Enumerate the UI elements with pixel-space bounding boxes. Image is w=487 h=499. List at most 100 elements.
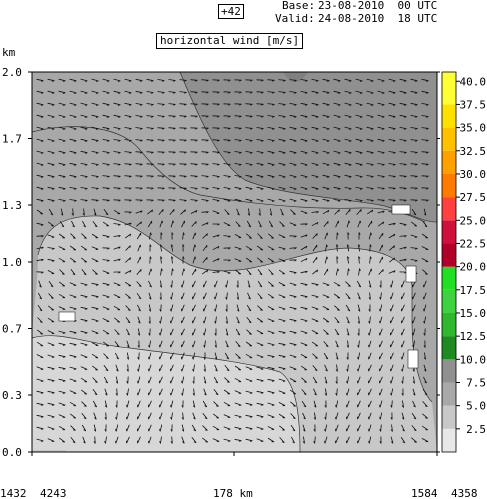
wind-arrow (302, 436, 305, 444)
wind-arrow (399, 246, 407, 250)
wind-arrow (245, 186, 253, 190)
wind-arrow (423, 280, 427, 288)
wind-arrow (192, 328, 196, 336)
wind-arrow (346, 352, 349, 360)
wind-arrow (146, 163, 154, 166)
wind-arrow (47, 186, 55, 190)
wind-arrow (137, 436, 141, 444)
wind-arrow (36, 235, 44, 238)
wind-arrow (346, 328, 350, 336)
wind-arrow (246, 233, 252, 239)
wind-arrow (47, 78, 55, 82)
wind-arrow (192, 376, 195, 384)
region-top-peak (283, 72, 308, 82)
wind-arrow (278, 390, 286, 394)
wind-arrow (300, 234, 308, 238)
wind-arrow (137, 328, 141, 336)
wind-arrow (223, 438, 231, 442)
wind-arrow (300, 294, 308, 298)
wind-arrow (268, 220, 274, 228)
wind-arrow (245, 366, 253, 370)
wind-arrow (278, 306, 286, 310)
wind-arrow (91, 78, 99, 82)
wind-arrow (335, 436, 339, 444)
wind-arrow (245, 245, 253, 251)
wind-arrow (203, 292, 207, 300)
wind-arrow (171, 232, 174, 240)
wind-arrow (146, 139, 154, 142)
wind-arrow (410, 221, 418, 227)
wind-arrow (124, 115, 132, 118)
wind-arrow (379, 280, 382, 288)
wind-arrow (223, 198, 231, 202)
wind-arrow (333, 126, 341, 130)
wind-arrow (125, 305, 131, 311)
wind-arrow (366, 90, 374, 94)
wind-arrow (256, 438, 264, 442)
wind-arrow (124, 139, 132, 142)
wind-arrow (69, 102, 77, 106)
wind-arrow (245, 414, 253, 418)
colorbar-segment (442, 405, 456, 429)
wind-arrow (91, 114, 99, 118)
wind-arrow (91, 365, 99, 371)
wind-arrow (421, 103, 429, 106)
wind-arrow (36, 258, 44, 262)
wind-arrow (269, 208, 273, 216)
wind-arrow (290, 209, 296, 215)
wind-arrow (234, 246, 242, 250)
wind-arrow (356, 209, 362, 215)
wind-arrow (357, 388, 361, 396)
wind-arrow (357, 328, 360, 336)
wind-arrow (124, 281, 132, 287)
wind-arrow (47, 174, 55, 178)
wind-arrow (267, 354, 275, 358)
wind-arrow (224, 377, 230, 383)
wind-arrow (102, 126, 110, 130)
wind-arrow (148, 316, 151, 324)
wind-arrow (36, 126, 44, 130)
wind-arrow (422, 413, 428, 419)
wind-arrow (256, 127, 264, 130)
wind-arrow (135, 199, 143, 202)
wind-arrow (159, 328, 163, 336)
wind-arrow (203, 304, 207, 312)
wind-arrow (190, 151, 198, 154)
wind-arrow (135, 78, 143, 82)
wind-arrow (91, 318, 99, 322)
colorbar-segment (442, 289, 456, 313)
wind-arrow (324, 400, 327, 408)
wind-arrow (300, 257, 308, 263)
wind-arrow (146, 199, 154, 202)
wind-arrow (126, 424, 130, 432)
wind-arrow (58, 342, 66, 346)
wind-arrow (388, 90, 396, 94)
wind-arrow (390, 424, 393, 432)
wind-arrow (368, 352, 372, 360)
wind-arrow (377, 187, 385, 190)
wind-arrow (113, 114, 121, 118)
valid-label: Valid: (275, 12, 315, 25)
wind-arrow (267, 186, 275, 190)
wind-arrow (234, 390, 242, 394)
wind-arrow (157, 199, 165, 202)
wind-arrow (58, 390, 66, 394)
wind-arrow (323, 329, 329, 335)
wind-arrow (168, 127, 176, 130)
wind-arrow (267, 437, 275, 443)
wind-arrow (213, 401, 219, 407)
wind-arrow (289, 318, 297, 322)
wind-arrow (103, 364, 109, 372)
wind-arrow (126, 340, 130, 348)
wind-arrow (325, 244, 328, 252)
wind-arrow (203, 328, 207, 336)
wind-arrow (81, 233, 87, 239)
wind-arrow (399, 199, 407, 202)
wind-arrow (346, 220, 350, 228)
wind-arrow (113, 235, 121, 238)
wind-arrow (423, 352, 426, 360)
wind-arrow (47, 366, 55, 370)
wind-arrow (223, 79, 231, 82)
wind-arrow (135, 210, 143, 214)
wind-arrow (223, 270, 231, 274)
